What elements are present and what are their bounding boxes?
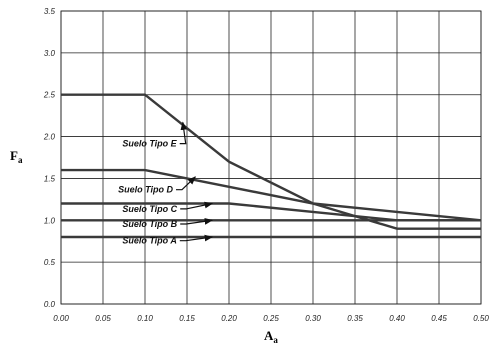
y-axis-title: Fa [10, 148, 23, 165]
x-tick-label: 0.20 [221, 314, 237, 323]
tick-layer: 0.00 0.05 0.10 0.15 0.20 0.25 0.30 0.35 0.40 0.45… [43, 7, 489, 323]
series-label-arrow-1 [179, 121, 188, 145]
series-label-5: Suelo Tipo A [122, 236, 177, 246]
x-tick-label: 0.10 [137, 314, 153, 323]
y-tick-label: 1.0 [44, 216, 56, 225]
series-label-4: Suelo Tipo B [122, 219, 177, 229]
x-tick-label: 0.05 [95, 314, 111, 323]
y-tick-label: 2.5 [43, 91, 56, 100]
series-label-2: Suelo Tipo D [118, 185, 173, 195]
series-label-3: Suelo Tipo C [122, 204, 177, 214]
y-tick-label: 3.5 [44, 7, 56, 16]
y-tick-label: 2.0 [43, 133, 56, 142]
annotation-layer: Suelo Tipo E Suelo Tipo D Suelo Tipo C Suel… [118, 121, 214, 246]
y-tick-label: 1.5 [44, 174, 56, 183]
series-line-2 [61, 168, 482, 222]
grid-layer [60, 10, 482, 305]
y-tick-label: 0.0 [44, 300, 56, 309]
y-tick-label: 0.5 [44, 258, 56, 267]
series-label-arrow-2 [176, 176, 197, 191]
x-tick-label: 0.50 [473, 314, 489, 323]
series-label-1: Suelo Tipo E [122, 139, 177, 149]
series-line-1 [61, 93, 481, 230]
series-label-arrow-3 [180, 201, 214, 210]
series-layer [61, 93, 482, 239]
x-tick-label: 0.30 [305, 314, 321, 323]
x-tick-label: 0.00 [53, 314, 69, 323]
x-tick-label: 0.45 [431, 314, 447, 323]
x-axis-title: Aa [264, 328, 278, 345]
x-tick-label: 0.15 [179, 314, 195, 323]
x-tick-label: 0.35 [347, 314, 363, 323]
series-label-arrow-5 [179, 234, 214, 242]
x-tick-label: 0.25 [263, 314, 279, 323]
y-tick-label: 3.0 [44, 49, 56, 58]
series-label-arrow-4 [180, 218, 214, 225]
x-tick-label: 0.40 [389, 314, 405, 323]
